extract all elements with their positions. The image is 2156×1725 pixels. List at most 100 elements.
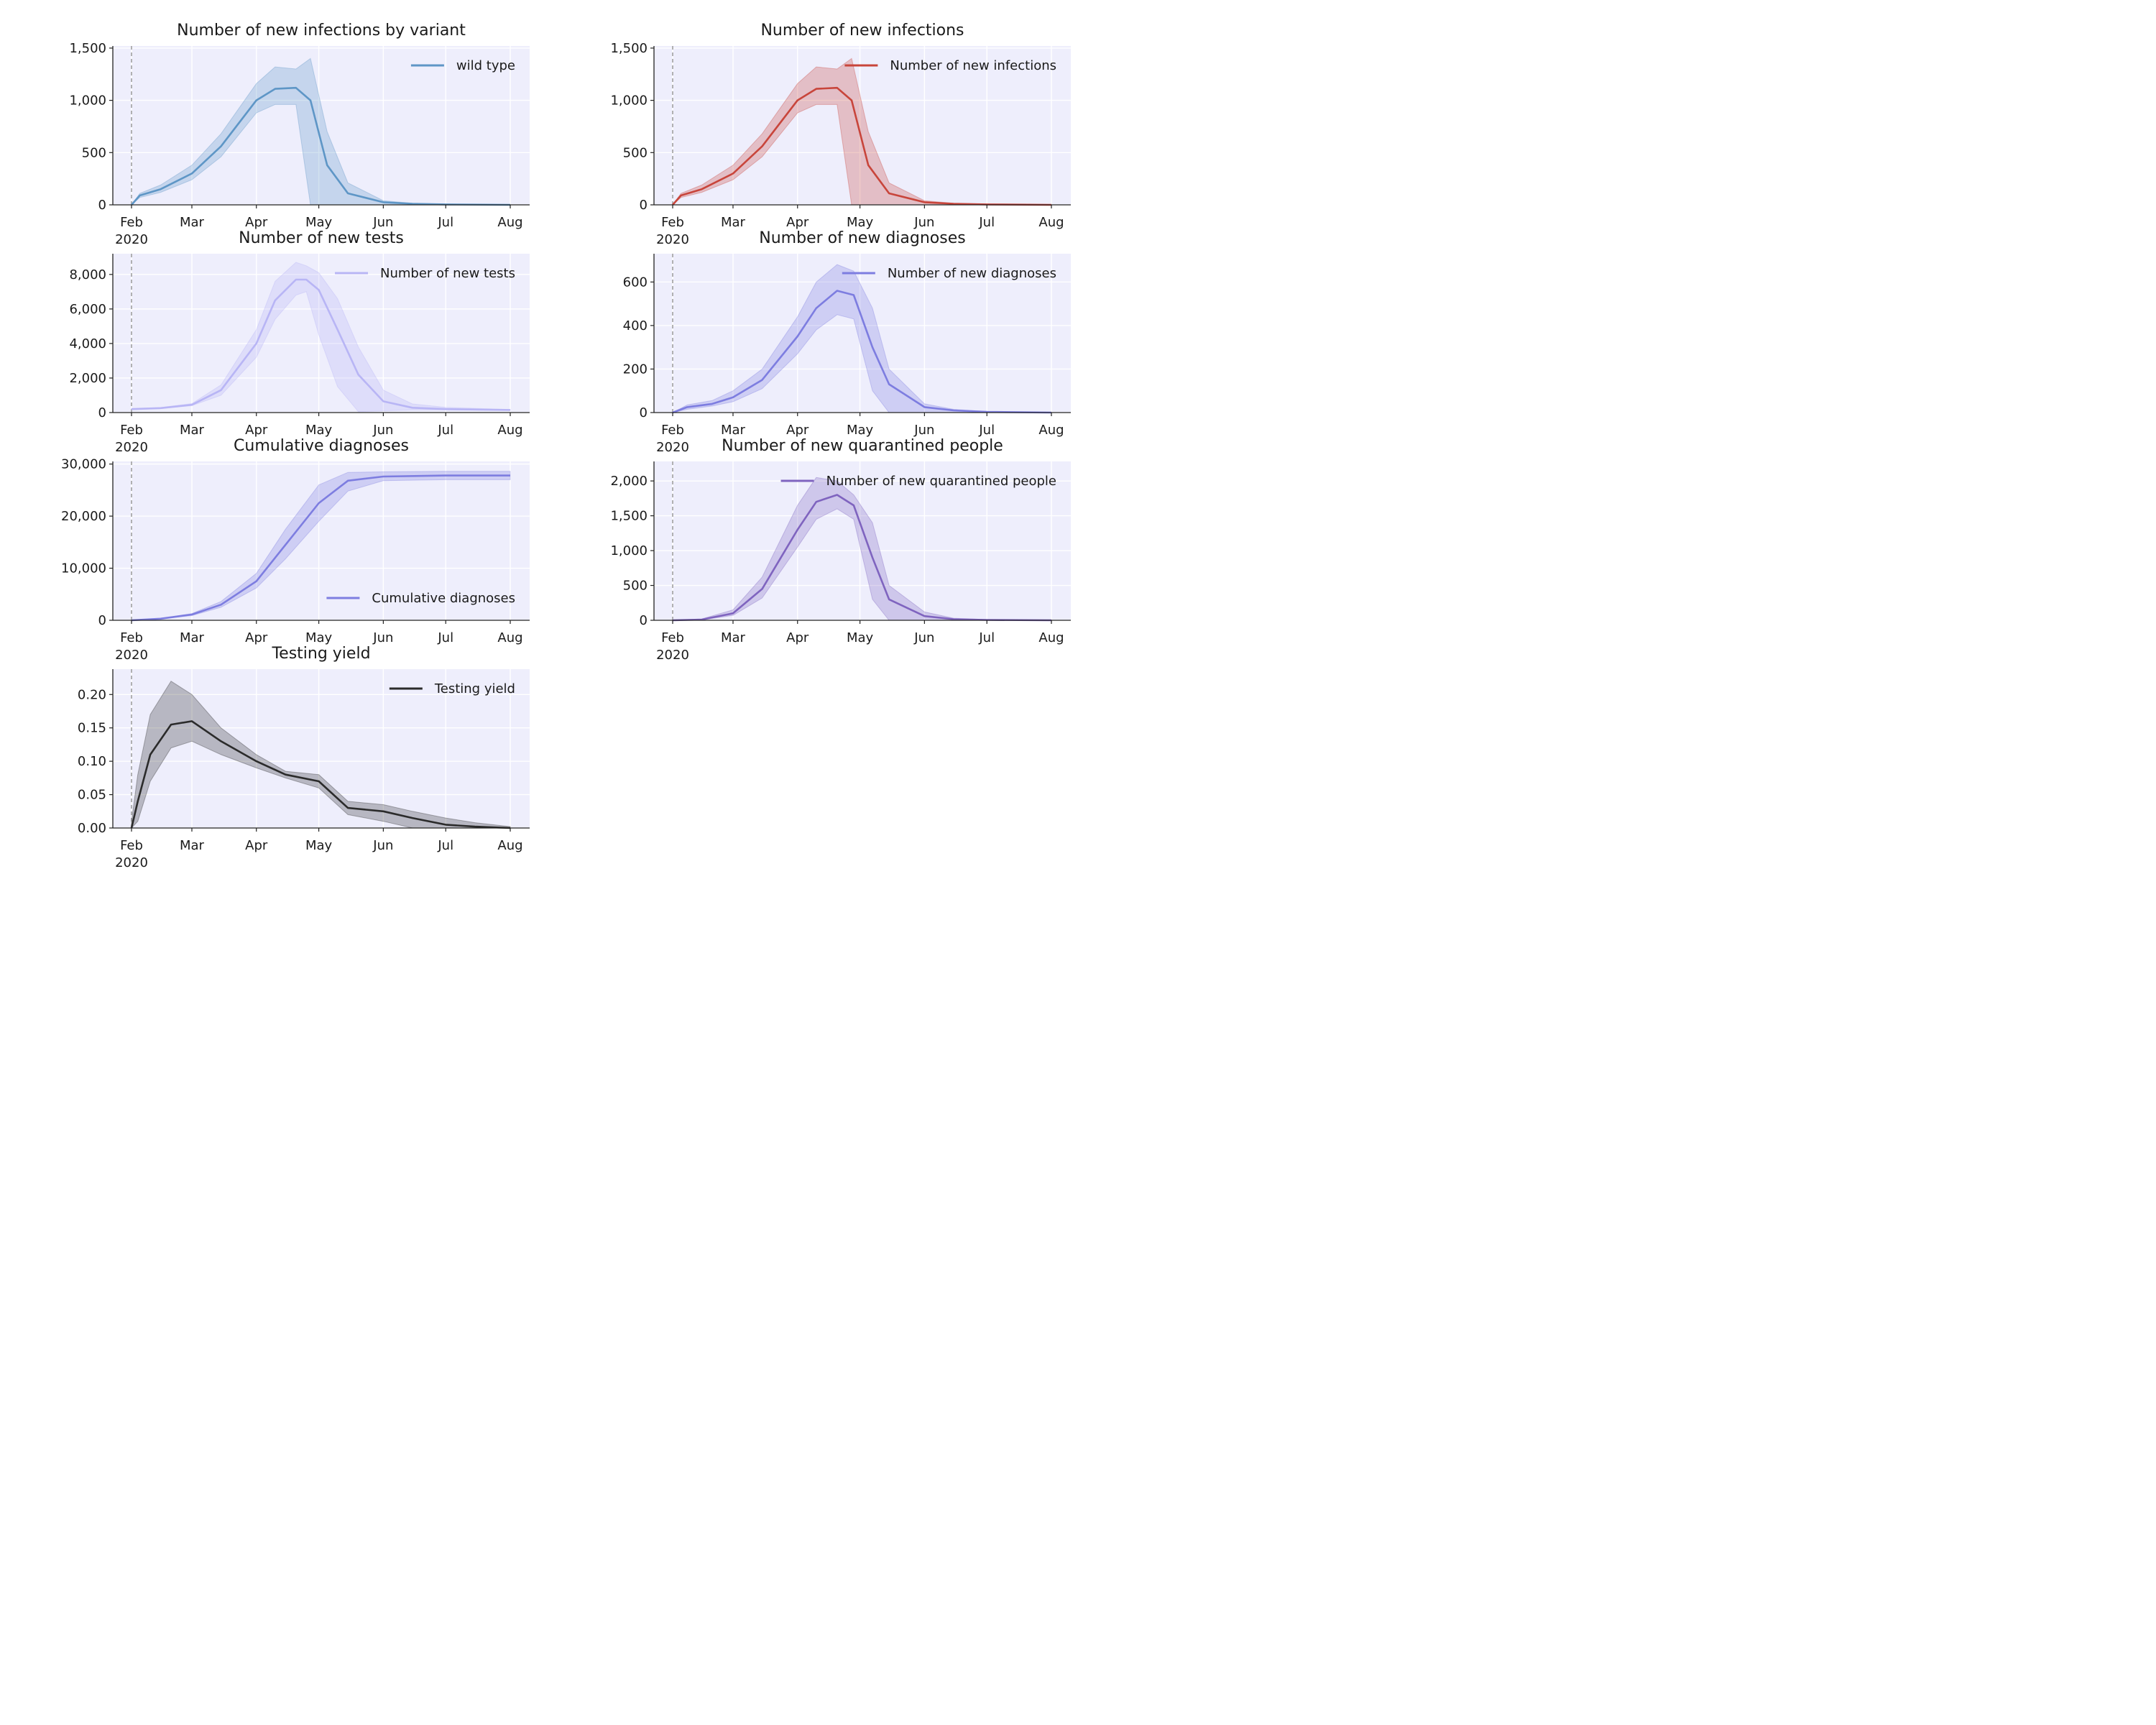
x-year-label: 2020 bbox=[115, 855, 148, 870]
chart-panel-7: 0.00 0.05 0.10 0.15 0.20 Feb Mar Apr May Jun Jul Au… bbox=[78, 645, 530, 870]
x-tick-label: May bbox=[847, 423, 874, 438]
y-tick-label: 400 bbox=[623, 318, 648, 334]
x-tick-label: May bbox=[305, 838, 333, 853]
x-tick-label: Mar bbox=[721, 630, 746, 645]
x-tick-label: Apr bbox=[245, 423, 268, 438]
x-year-label: 2020 bbox=[656, 648, 689, 663]
chart-title: Testing yield bbox=[271, 645, 370, 663]
chart-panel-2: 0 500 1,000 1,500 Feb Mar Apr May Jun Jul Aug 2020 N… bbox=[610, 22, 1071, 247]
chart-panel-4: 0 200 400 600 Feb Mar Apr May Jun Jul Aug 2020 Numbe… bbox=[623, 229, 1071, 455]
y-tick-label: 1,000 bbox=[610, 93, 648, 109]
chart-title: Number of new tests bbox=[239, 229, 404, 247]
x-tick-label: Jul bbox=[978, 423, 995, 438]
x-tick-label: Aug bbox=[497, 215, 522, 230]
chart-panel-5: 0 10,000 20,000 30,000 Feb Mar Apr May Jun Jul Aug… bbox=[61, 437, 530, 663]
plot-background bbox=[654, 254, 1071, 413]
y-tick-label: 1,500 bbox=[69, 41, 106, 56]
x-tick-label: May bbox=[305, 630, 333, 645]
x-tick-label: Aug bbox=[1038, 215, 1064, 230]
legend-label: Number of new tests bbox=[380, 266, 515, 281]
x-tick-label: Apr bbox=[245, 838, 268, 853]
series-line bbox=[130, 720, 511, 829]
y-tick-label: 20,000 bbox=[61, 509, 106, 524]
y-tick-label: 0 bbox=[640, 405, 648, 420]
plot-background bbox=[113, 669, 530, 828]
chart-panel-6: 0 500 1,000 1,500 2,000 Feb Mar Apr May Jun Jul Aug… bbox=[610, 437, 1071, 663]
y-tick-label: 200 bbox=[623, 362, 648, 377]
y-tick-label: 600 bbox=[623, 275, 648, 290]
y-tick-label: 1,000 bbox=[69, 93, 106, 109]
x-tick-label: Apr bbox=[786, 215, 809, 230]
y-tick-label: 10,000 bbox=[61, 561, 106, 576]
y-tick-label: 0 bbox=[98, 405, 106, 420]
x-tick-label: Aug bbox=[1038, 630, 1064, 645]
y-tick-label: 1,500 bbox=[610, 41, 648, 56]
legend-label: Testing yield bbox=[434, 681, 515, 696]
y-tick-label: 500 bbox=[623, 145, 648, 160]
x-tick-label: Aug bbox=[1038, 423, 1064, 438]
plot-background bbox=[113, 254, 530, 413]
x-tick-label: May bbox=[847, 215, 874, 230]
chart-title: Cumulative diagnoses bbox=[234, 437, 409, 455]
y-tick-label: 1,500 bbox=[610, 509, 648, 524]
chart-title: Number of new diagnoses bbox=[759, 229, 965, 247]
x-tick-label: Apr bbox=[245, 215, 268, 230]
legend-label: Number of new infections bbox=[890, 58, 1056, 73]
x-tick-label: Jun bbox=[372, 215, 393, 230]
x-tick-label: Mar bbox=[721, 423, 746, 438]
series-line bbox=[131, 474, 510, 622]
x-year-label: 2020 bbox=[656, 232, 689, 247]
y-tick-label: 30,000 bbox=[61, 457, 106, 472]
series-line bbox=[672, 86, 1052, 206]
x-tick-label: Feb bbox=[661, 423, 684, 438]
x-tick-label: May bbox=[847, 630, 874, 645]
y-tick-label: 2,000 bbox=[69, 371, 106, 386]
x-tick-label: Jun bbox=[913, 423, 934, 438]
y-tick-label: 0.20 bbox=[78, 687, 106, 702]
x-tick-label: Mar bbox=[180, 215, 205, 230]
series-line bbox=[131, 278, 511, 411]
x-tick-label: Jun bbox=[372, 838, 393, 853]
x-tick-label: Jun bbox=[372, 630, 393, 645]
x-tick-label: Jul bbox=[437, 838, 453, 853]
y-tick-label: 2,000 bbox=[610, 474, 648, 489]
chart-panel-3: 0 2,000 4,000 6,000 8,000 Feb Mar Apr May Jun Jul A… bbox=[69, 229, 530, 455]
plot-background bbox=[113, 461, 530, 620]
series-line bbox=[131, 86, 511, 206]
x-tick-label: Feb bbox=[661, 215, 684, 230]
x-tick-label: Feb bbox=[120, 838, 143, 853]
x-tick-label: Feb bbox=[120, 423, 143, 438]
legend-label: wild type bbox=[456, 58, 515, 73]
chart-title: Number of new infections bbox=[760, 22, 964, 40]
x-tick-label: Apr bbox=[245, 630, 268, 645]
x-year-label: 2020 bbox=[656, 440, 689, 455]
y-tick-label: 0.00 bbox=[78, 821, 106, 836]
y-tick-label: 6,000 bbox=[69, 302, 106, 317]
plot-background bbox=[654, 461, 1071, 620]
x-year-label: 2020 bbox=[115, 648, 148, 663]
y-tick-label: 4,000 bbox=[69, 336, 106, 351]
x-tick-label: May bbox=[305, 423, 333, 438]
figure: 0 500 1,000 1,500 Feb Mar Apr May Jun Jul Aug 2020 N… bbox=[61, 22, 1071, 870]
x-tick-label: Jul bbox=[437, 423, 453, 438]
x-tick-label: Mar bbox=[180, 630, 205, 645]
x-tick-label: Jun bbox=[913, 215, 934, 230]
x-tick-label: Feb bbox=[120, 215, 143, 230]
legend-label: Number of new quarantined people bbox=[826, 474, 1056, 489]
y-tick-label: 500 bbox=[82, 145, 106, 160]
x-tick-label: Jul bbox=[437, 215, 453, 230]
x-tick-label: Mar bbox=[180, 838, 205, 853]
x-year-label: 2020 bbox=[115, 232, 148, 247]
y-tick-label: 0 bbox=[640, 198, 648, 213]
x-tick-label: Jun bbox=[372, 423, 393, 438]
x-tick-label: Apr bbox=[786, 630, 809, 645]
x-tick-label: Aug bbox=[497, 838, 522, 853]
x-tick-label: Mar bbox=[180, 423, 205, 438]
x-tick-label: Jun bbox=[913, 630, 934, 645]
x-tick-label: May bbox=[305, 215, 333, 230]
series-line bbox=[672, 494, 1052, 622]
confidence-band bbox=[131, 262, 511, 413]
x-tick-label: Aug bbox=[497, 423, 522, 438]
y-tick-label: 500 bbox=[623, 579, 648, 594]
x-tick-label: Mar bbox=[721, 215, 746, 230]
